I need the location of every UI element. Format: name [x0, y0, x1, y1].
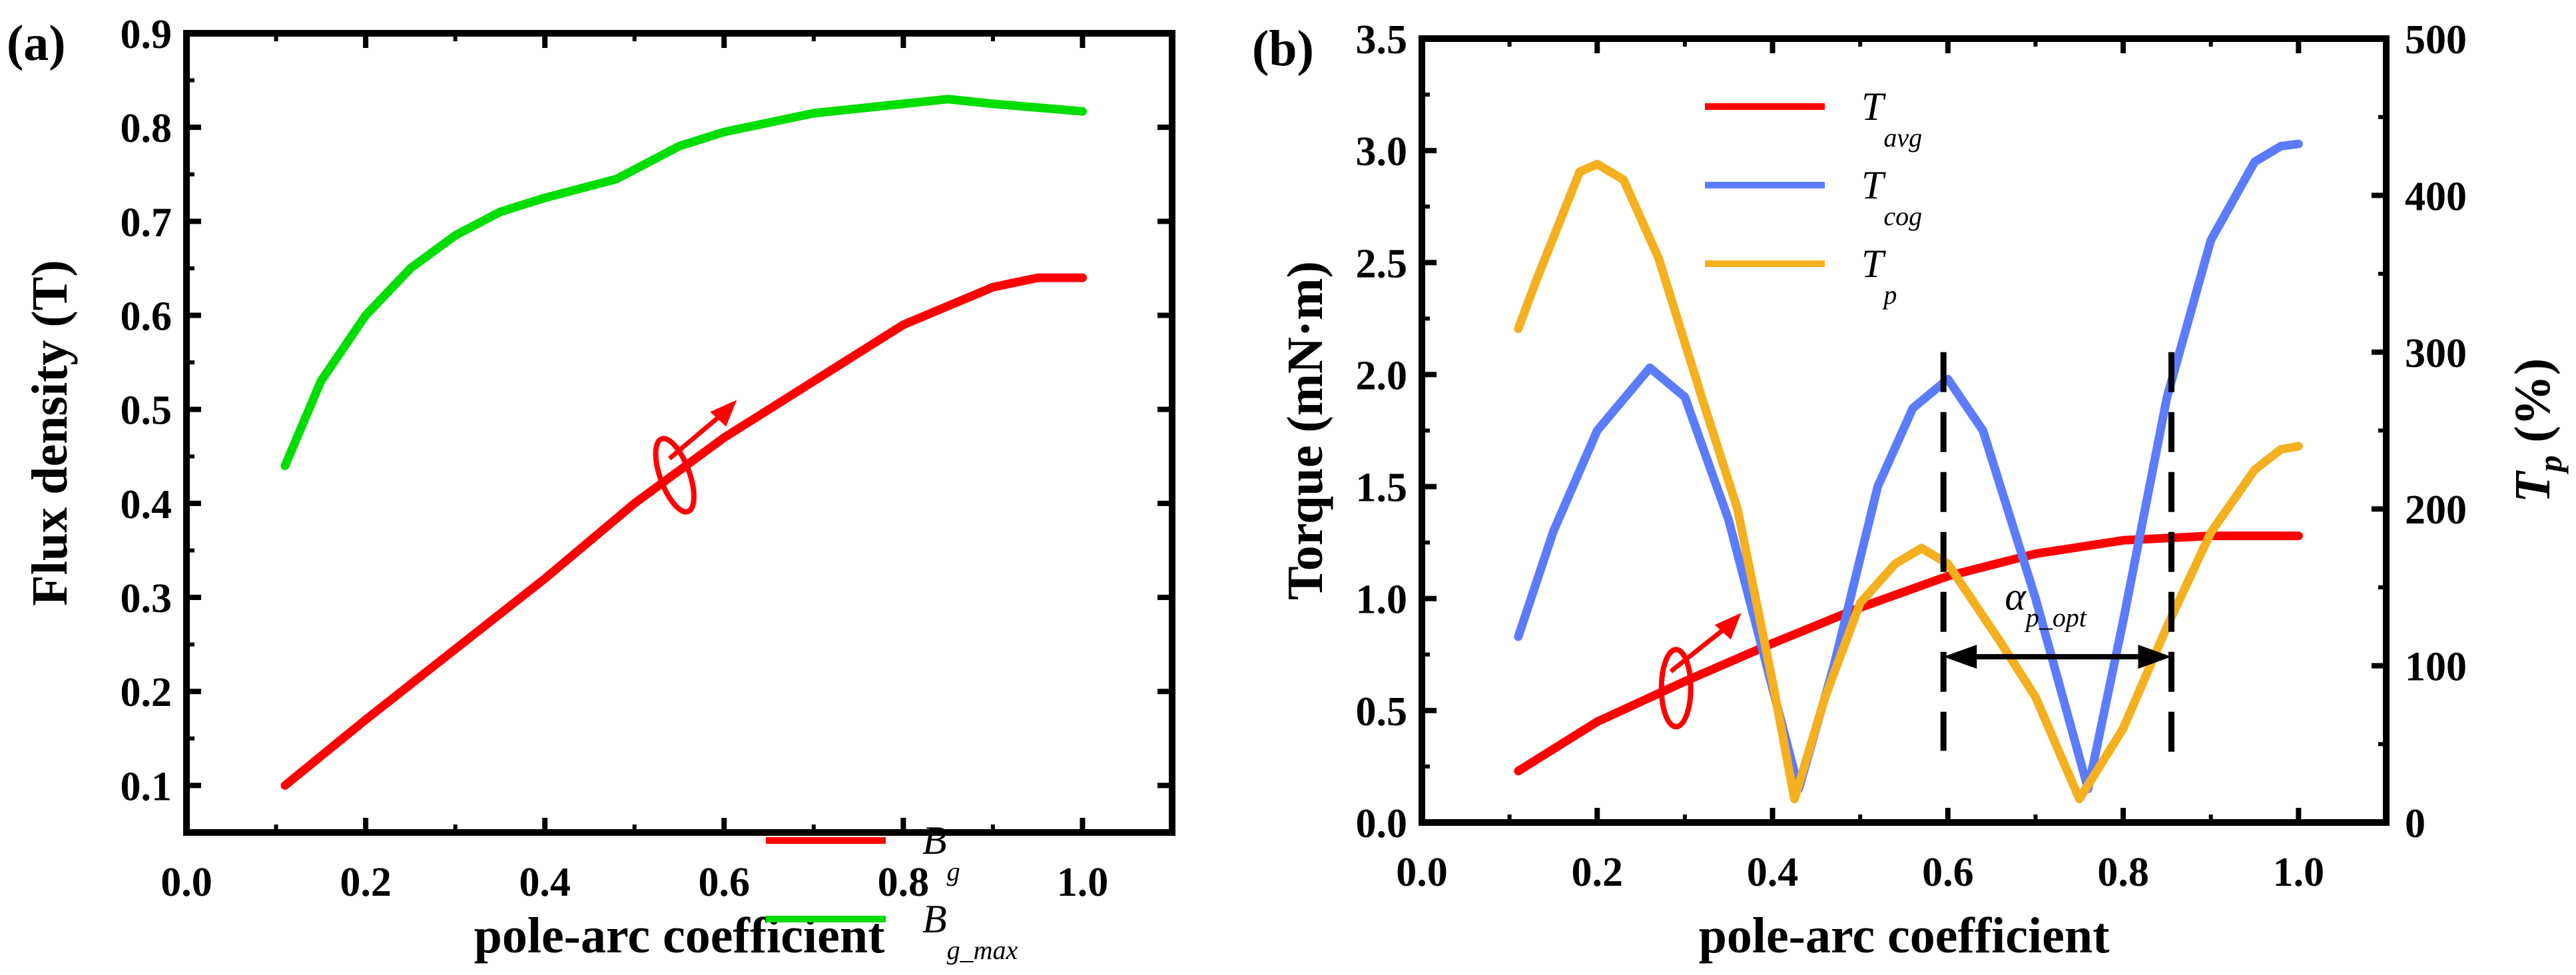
x-tick-label: 0.0 — [161, 860, 212, 905]
x-tick-label: 1.0 — [1057, 860, 1109, 905]
x-tick-label: 0.8 — [878, 860, 930, 905]
x-tick-label: 0.8 — [2097, 850, 2149, 895]
axis-indicator-arrow — [1669, 623, 1731, 673]
y-tick-label: 0.3 — [121, 576, 172, 621]
legend-label: Tp — [1861, 242, 1897, 310]
y-tick-label: 3.0 — [1356, 129, 1408, 174]
y-tick-label: 1.0 — [1356, 577, 1408, 623]
y-tick-label: 0.8 — [121, 106, 172, 151]
y-tick-label: 0.6 — [121, 294, 172, 340]
y-tick-label: 0.4 — [121, 482, 172, 527]
series-indicator-ellipse — [1658, 647, 1694, 730]
legend-label: Tavg — [1861, 85, 1922, 153]
y2-tick-label: 0 — [2405, 801, 2425, 846]
series-indicator-ellipse — [653, 436, 697, 515]
y-tick-label: 0.5 — [1356, 689, 1408, 735]
x-tick-label: 1.0 — [2273, 850, 2325, 895]
x-tick-label: 0.6 — [699, 860, 751, 905]
y-tick-label: 0.9 — [121, 12, 172, 57]
panel-a: (a) 0.0 0.2 0.4 0.6 0.8 1.0 0.1 0.2 0.3 0.4 0.5 0.6 0… — [7, 12, 1175, 965]
legend-label: Tcog — [1861, 163, 1922, 231]
x-tick-label: 0.0 — [1396, 850, 1448, 895]
y-tick-label: 0.1 — [121, 764, 172, 809]
y-tick-label: 0.2 — [121, 670, 172, 715]
series-line-B-g — [280, 273, 1087, 790]
y2-tick-label: 100 — [2405, 645, 2467, 690]
x-tick-label: 0.6 — [1922, 850, 1974, 895]
y-axis-label: Torque (mN·m) — [1277, 261, 1333, 600]
y2-tick-label: 500 — [2405, 17, 2467, 63]
series-line-T-p — [1514, 159, 2303, 804]
series-line-B-g_max — [280, 95, 1087, 470]
y2-axis-label: Tp (%) — [2505, 358, 2569, 503]
plot-frame — [1419, 35, 2390, 826]
panel-label: (b) — [1252, 21, 1314, 77]
x-tick-label: 0.2 — [1572, 850, 1624, 895]
x-axis-label: pole-arc coefficient — [1699, 908, 2110, 964]
series-line-T-cog — [1514, 139, 2303, 794]
y2-tick-label: 400 — [2405, 174, 2467, 219]
y-axis-label: Flux density (T) — [22, 260, 78, 605]
x-tick-label: 0.4 — [519, 860, 571, 905]
y-tick-label: 3.5 — [1356, 17, 1408, 63]
series-line-T-avg — [1514, 531, 2303, 776]
y2-tick-label: 300 — [2405, 331, 2467, 376]
legend-label: Bg — [922, 818, 960, 886]
y-tick-label: 2.0 — [1356, 353, 1408, 398]
x-tick-label: 0.4 — [1747, 850, 1799, 895]
arrow-head — [1714, 613, 1742, 640]
x-tick-label: 0.2 — [340, 860, 392, 905]
optimal-range-label: αp_opt — [2005, 575, 2087, 633]
arrow-head — [2138, 645, 2172, 669]
arrow-head — [1943, 645, 1977, 669]
axis-indicator-arrow — [668, 410, 727, 461]
y-tick-label: 2.5 — [1356, 241, 1408, 286]
plot-frame — [183, 30, 1175, 836]
y-tick-label: 0.0 — [1356, 801, 1408, 846]
y-tick-label: 0.7 — [121, 200, 172, 245]
arrow-head — [710, 400, 737, 427]
y2-tick-label: 200 — [2405, 488, 2467, 533]
legend-label: Bg_max — [922, 897, 1018, 965]
panel-b: (b) 0.0 0.2 0.4 0.6 0.8 1.0 0.0 0.5 1.0 1.5 2.0 2.5 3… — [1252, 17, 2569, 964]
panel-label: (a) — [7, 15, 66, 71]
y-tick-label: 0.5 — [121, 388, 172, 434]
y-tick-label: 1.5 — [1356, 466, 1408, 511]
